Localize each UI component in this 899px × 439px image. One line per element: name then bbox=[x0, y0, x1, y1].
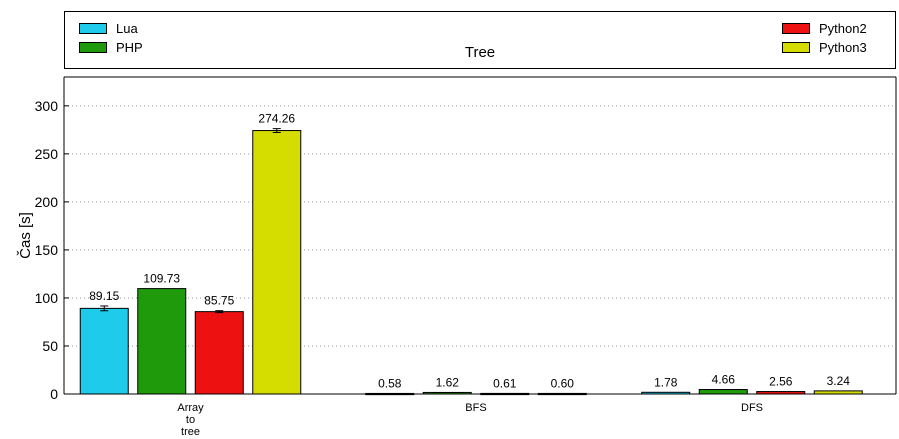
chart-title: Tree bbox=[464, 44, 496, 61]
legend-item-python3: Python3 bbox=[782, 40, 867, 55]
data-label: 274.26 bbox=[258, 112, 295, 126]
data-label: 89.15 bbox=[89, 289, 119, 303]
legend-swatch-lua bbox=[79, 23, 107, 34]
y-tick-label: 150 bbox=[35, 242, 59, 258]
x-tick-label: DFS bbox=[741, 402, 763, 414]
legend-label-python3: Python3 bbox=[819, 40, 867, 55]
data-label: 85.75 bbox=[204, 294, 234, 308]
bar-python3-0 bbox=[252, 130, 302, 395]
data-label: 109.73 bbox=[143, 272, 180, 286]
y-tick-label: 100 bbox=[35, 290, 59, 306]
data-label: 3.24 bbox=[827, 374, 851, 388]
data-label: 0.60 bbox=[551, 376, 575, 390]
bar-python2-0 bbox=[194, 311, 244, 395]
legend-label-lua: Lua bbox=[116, 21, 138, 36]
legend-label-php: PHP bbox=[116, 40, 143, 55]
legend-item-lua: Lua bbox=[79, 21, 138, 36]
legend-swatch-python2 bbox=[782, 23, 810, 34]
bar-php-0 bbox=[137, 288, 187, 395]
data-label: 1.62 bbox=[436, 375, 460, 389]
legend-item-python2: Python2 bbox=[782, 21, 867, 36]
legend-label-python2: Python2 bbox=[819, 21, 867, 36]
data-label: 4.66 bbox=[712, 373, 736, 387]
y-tick-label: 250 bbox=[35, 146, 59, 162]
y-tick-label: 50 bbox=[42, 338, 58, 354]
bar-lua-0 bbox=[79, 307, 129, 395]
y-tick-label: 0 bbox=[50, 386, 58, 402]
x-tick-label: BFS bbox=[465, 402, 486, 414]
y-axis-title: Čas [s] bbox=[17, 212, 34, 259]
data-label: 0.61 bbox=[493, 376, 517, 390]
x-tick-label: Array to tree bbox=[177, 402, 204, 438]
legend: Lua PHP Python2 Python3 Tree bbox=[64, 11, 896, 69]
y-tick-label: 300 bbox=[35, 98, 59, 114]
y-tick-label: 200 bbox=[35, 194, 59, 210]
bar-php-2 bbox=[698, 389, 748, 395]
data-label: 1.78 bbox=[654, 375, 678, 389]
data-label: 2.56 bbox=[769, 375, 793, 389]
legend-item-php: PHP bbox=[79, 40, 143, 55]
data-label: 0.58 bbox=[378, 376, 402, 390]
legend-swatch-php bbox=[79, 42, 107, 53]
legend-swatch-python3 bbox=[782, 42, 810, 53]
